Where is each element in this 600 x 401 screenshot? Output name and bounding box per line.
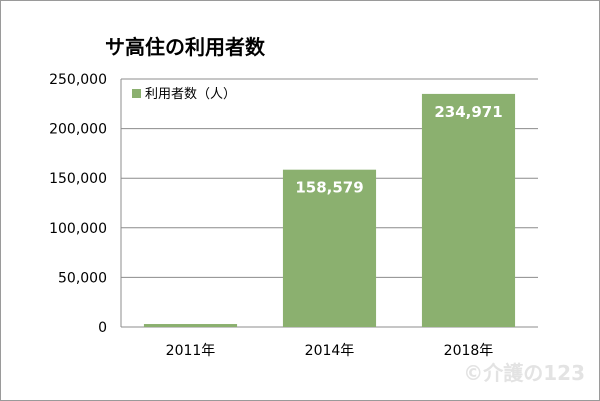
data-label: 234,971 (434, 103, 502, 121)
bar-2 (282, 169, 377, 327)
x-tick-label: 2014年 (305, 343, 355, 359)
chart-title: サ高住の利用者数 (105, 35, 265, 59)
x-tick-label: 2018年 (444, 343, 494, 359)
y-tick-label: 150,000 (49, 171, 107, 187)
y-tick-label: 0 (98, 320, 107, 336)
data-label: 158,579 (295, 179, 363, 197)
y-tick-label: 50,000 (58, 270, 107, 286)
y-tick-label: 100,000 (49, 221, 107, 237)
legend-swatch (132, 89, 141, 98)
watermark-text: ©介護の123 (463, 361, 585, 385)
y-tick-label: 250,000 (49, 72, 107, 88)
y-tick-label: 200,000 (49, 122, 107, 138)
x-tick-label: 2011年 (166, 343, 216, 359)
bar-3 (421, 93, 516, 327)
bar-1 (143, 324, 238, 327)
legend-label: 利用者数（人） (145, 87, 236, 102)
